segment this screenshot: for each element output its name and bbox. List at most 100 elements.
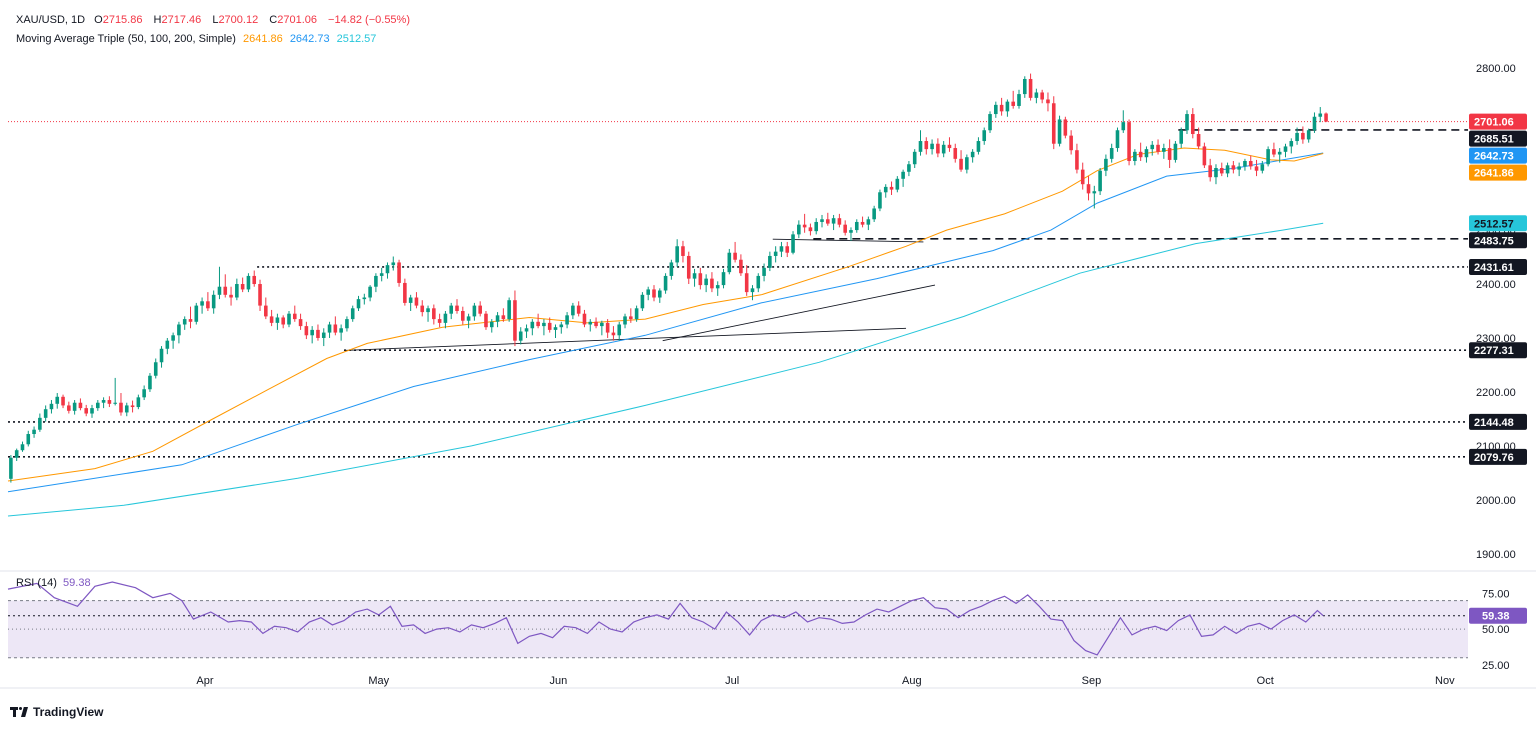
- candle-body: [1312, 116, 1317, 131]
- candle-body: [1115, 130, 1120, 149]
- candle: [976, 137, 981, 155]
- candle-body: [744, 273, 749, 293]
- candle: [1231, 160, 1236, 174]
- candle-body: [739, 259, 743, 274]
- candle: [298, 313, 303, 330]
- price-axis-label: 2079.76: [1469, 448, 1527, 465]
- candle-body: [710, 278, 714, 289]
- candle-body: [936, 143, 940, 154]
- candle: [49, 400, 54, 414]
- candle: [1295, 127, 1299, 145]
- candle: [686, 251, 691, 285]
- candle-body: [901, 171, 905, 179]
- candle: [1254, 159, 1259, 177]
- time-axis[interactable]: AprMayJunJulAugSepOctNovDec2025: [0, 675, 1536, 689]
- candle: [136, 394, 141, 410]
- candle-body: [849, 230, 853, 233]
- symbol-legend: XAU/USD, 1D O2715.86 H2717.46 L2700.12 C…: [16, 14, 414, 26]
- candle: [113, 377, 117, 406]
- candle-body: [559, 324, 564, 328]
- candle: [1306, 128, 1311, 143]
- candle-body: [536, 321, 540, 327]
- candle-body: [32, 429, 36, 435]
- candle: [159, 346, 164, 368]
- candle: [571, 302, 575, 320]
- price-axis[interactable]: 1900.002000.002100.002200.002300.002400.…: [1469, 63, 1527, 672]
- candle: [1127, 119, 1131, 166]
- rsi-line: [7, 581, 1324, 656]
- candle: [547, 317, 552, 333]
- candle: [1051, 96, 1056, 150]
- candle-body: [420, 305, 425, 313]
- candle: [947, 137, 952, 152]
- candle-body: [26, 434, 31, 445]
- candle-body: [1277, 151, 1282, 155]
- price-axis-label-bg: [1469, 113, 1527, 130]
- candle: [646, 286, 650, 301]
- candle: [831, 214, 836, 231]
- rsi-pane[interactable]: [7, 581, 1468, 659]
- candle: [739, 254, 743, 276]
- price-axis-label-bg: [1469, 342, 1527, 359]
- candle-body: [235, 284, 239, 298]
- candle: [287, 311, 291, 328]
- candle: [182, 316, 187, 330]
- candle-body: [756, 275, 761, 289]
- candle: [988, 111, 992, 133]
- candle-body: [1231, 165, 1236, 170]
- ma200-value: 2512.57: [336, 33, 377, 45]
- candle-body: [831, 218, 836, 224]
- candle-body: [368, 286, 372, 298]
- candle: [883, 184, 888, 198]
- candle: [84, 404, 89, 417]
- candle-body: [1098, 170, 1102, 192]
- candle-body: [72, 402, 77, 411]
- candle-body: [941, 144, 946, 154]
- candle-body: [513, 300, 517, 341]
- candle: [1040, 89, 1044, 104]
- candle-body: [1069, 135, 1073, 151]
- candle-body: [1040, 92, 1044, 100]
- tradingview-brand: TradingView: [33, 705, 104, 719]
- candle-body: [1173, 143, 1178, 160]
- candle-body: [1063, 119, 1068, 136]
- candle-body: [547, 322, 552, 330]
- rsi-axis-label-text: 59.38: [1482, 611, 1510, 623]
- ma-title[interactable]: Moving Average Triple (50, 100, 200, Sim…: [16, 33, 236, 45]
- tradingview-logo[interactable]: TradingView: [10, 705, 103, 719]
- candle-body: [1295, 132, 1299, 142]
- candle-body: [321, 332, 326, 338]
- candle: [1063, 116, 1068, 139]
- candle: [797, 220, 801, 239]
- rsi-value: 59.38: [63, 577, 91, 589]
- candle-body: [223, 286, 228, 295]
- candle: [107, 396, 112, 408]
- symbol-title[interactable]: XAU/USD, 1D: [16, 14, 86, 26]
- candle: [1225, 162, 1230, 178]
- candle: [420, 300, 425, 317]
- candle-body: [883, 186, 888, 193]
- candle-body: [640, 294, 645, 309]
- candle: [524, 324, 529, 338]
- candle: [1156, 139, 1160, 155]
- candle-body: [316, 329, 320, 338]
- candle: [530, 319, 535, 336]
- candle-body: [646, 289, 650, 295]
- time-tick-label: May: [368, 675, 389, 687]
- candle: [652, 285, 656, 302]
- candle-body: [107, 400, 112, 404]
- candle: [38, 413, 42, 432]
- candle: [802, 213, 807, 233]
- candle-body: [837, 218, 842, 225]
- candle: [768, 251, 772, 272]
- rsi-title[interactable]: RSI (14): [16, 577, 57, 589]
- candle: [721, 268, 726, 289]
- candle-body: [1075, 150, 1079, 170]
- rsi-tick-label: 75.00: [1482, 588, 1510, 600]
- price-pane[interactable]: [0, 73, 1536, 572]
- rsi-tick-label: 50.00: [1482, 624, 1510, 636]
- candle-body: [501, 315, 506, 320]
- candle-body: [669, 262, 674, 276]
- candle: [1150, 141, 1155, 156]
